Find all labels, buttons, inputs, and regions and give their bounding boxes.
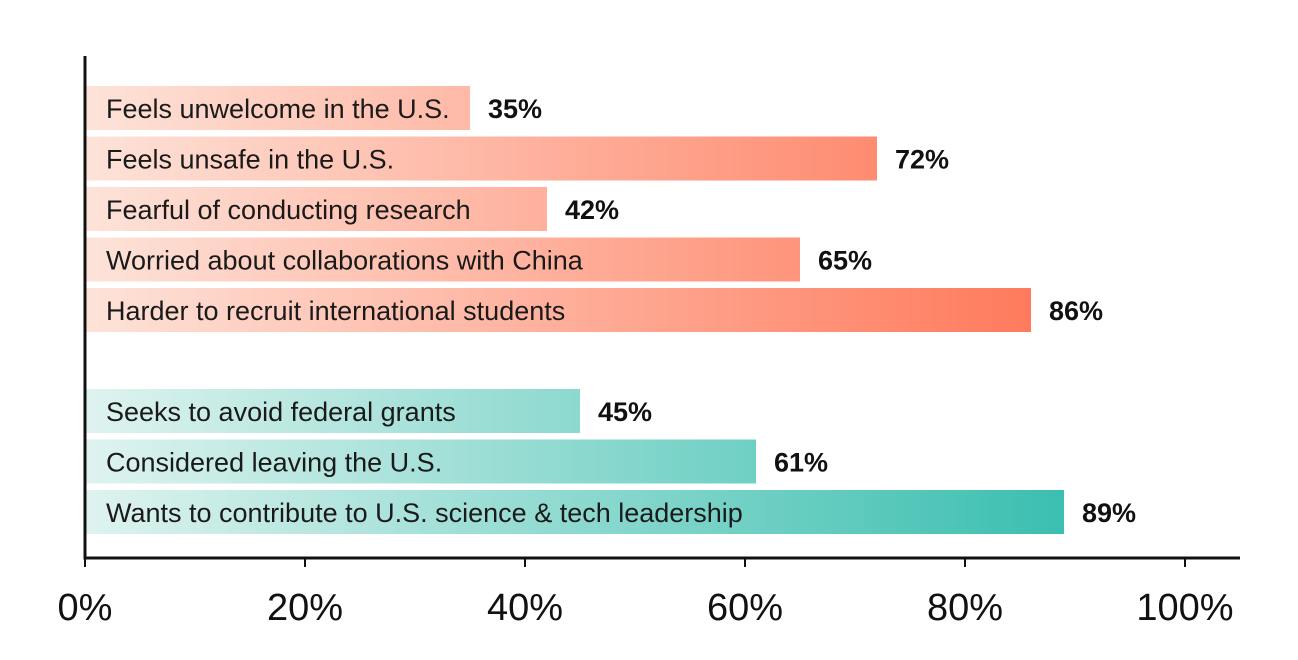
bar-value-label: 72%: [895, 145, 949, 175]
x-axis-tick-label: 40%: [487, 587, 563, 629]
bar: [85, 439, 756, 484]
x-axis-tick-label: 20%: [267, 587, 343, 629]
bar: [85, 490, 1064, 534]
bar-category-label: Fearful of conducting research: [106, 195, 471, 225]
bar: [85, 288, 1031, 332]
bar: [85, 187, 547, 231]
x-axis-tick-label: 80%: [927, 587, 1003, 629]
bar-value-label: 89%: [1082, 498, 1136, 528]
bar-group-intentions: Seeks to avoid federal grants 45% Consider…: [85, 389, 1136, 534]
bar-value-label: 65%: [818, 246, 872, 276]
bar: [85, 136, 877, 181]
bar-category-label: Feels unwelcome in the U.S.: [106, 94, 450, 124]
bar-value-label: 86%: [1049, 296, 1103, 326]
bar-category-label: Considered leaving the U.S.: [106, 448, 442, 478]
x-axis-tick-label: 60%: [707, 587, 783, 629]
x-axis-tick-label: 0%: [58, 587, 113, 629]
bar-value-label: 61%: [774, 448, 828, 478]
bar-category-label: Worried about collaborations with China: [106, 246, 584, 276]
bar-category-label: Feels unsafe in the U.S.: [106, 145, 394, 175]
bar-category-label: Wants to contribute to U.S. science & te…: [106, 498, 743, 528]
bars-layer: Feels unwelcome in the U.S. 35% Feels unsa…: [85, 86, 1136, 534]
bar: [85, 237, 800, 282]
axes-layer: 0% 20% 40% 60% 80% 100%: [58, 56, 1240, 629]
bar-value-label: 45%: [598, 397, 652, 427]
bar: [85, 389, 580, 433]
bar: [85, 86, 470, 130]
bar-category-label: Harder to recruit international students: [106, 296, 565, 326]
x-axis-tick-label: 100%: [1136, 587, 1233, 629]
bar-value-label: 42%: [565, 195, 619, 225]
bar-group-concerns: Feels unwelcome in the U.S. 35% Feels unsa…: [85, 86, 1103, 332]
bar-value-label: 35%: [488, 94, 542, 124]
bar-category-label: Seeks to avoid federal grants: [106, 397, 456, 427]
